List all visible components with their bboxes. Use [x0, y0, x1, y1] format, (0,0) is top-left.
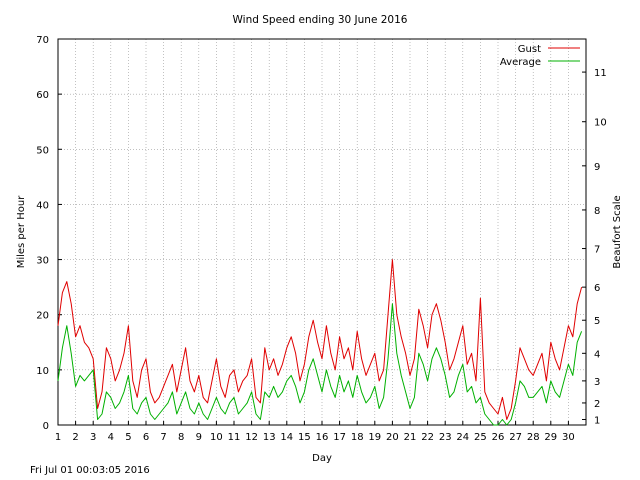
x-tick-label: 23: [439, 432, 452, 443]
x-tick-label: 9: [196, 432, 202, 443]
x-tick-label: 18: [351, 432, 364, 443]
y2-tick-label: 10: [594, 118, 607, 129]
y2-tick-label: 11: [594, 68, 607, 79]
y-tick-label: 0: [43, 421, 49, 432]
x-tick-label: 2: [72, 432, 78, 443]
x-tick-label: 25: [474, 432, 487, 443]
series-line-gust: [57, 259, 583, 420]
x-tick-label: 10: [210, 432, 223, 443]
x-tick-label: 4: [108, 432, 114, 443]
x-tick-label: 29: [544, 432, 557, 443]
x-tick-label: 19: [368, 432, 381, 443]
y2-tick-label: 2: [594, 399, 600, 410]
x-axis-label: Day: [312, 453, 332, 464]
x-tick-label: 16: [316, 432, 329, 443]
y2-axis-label: Beaufort Scale: [612, 195, 623, 268]
y2-tick-label: 4: [594, 349, 600, 360]
x-tick-label: 12: [245, 432, 258, 443]
legend-label-gust: Gust: [518, 44, 541, 55]
x-tick-label: 5: [125, 432, 131, 443]
x-tick-label: 30: [562, 432, 575, 443]
x-tick-label: 22: [421, 432, 434, 443]
x-tick-label: 21: [404, 432, 417, 443]
legend-label-average: Average: [500, 57, 541, 68]
y-tick-label: 40: [36, 200, 49, 211]
y2-tick-label: 1: [594, 415, 600, 426]
x-tick-label: 15: [298, 432, 311, 443]
x-tick-label: 17: [333, 432, 346, 443]
y2-tick-label: 7: [594, 245, 600, 256]
x-tick-label: 8: [178, 432, 184, 443]
y2-tick-label: 8: [594, 206, 600, 217]
x-tick-label: 20: [386, 432, 399, 443]
x-tick-label: 27: [509, 432, 522, 443]
x-tick-label: 24: [456, 432, 469, 443]
y2-tick-label: 6: [594, 283, 600, 294]
x-tick-label: 14: [280, 432, 293, 443]
legend: Gust Average: [500, 44, 580, 68]
y-tick-label: 20: [36, 311, 49, 322]
y-axis-label: Miles per Hour: [16, 195, 27, 268]
x-tick-label: 26: [492, 432, 505, 443]
y-tick-label: 50: [36, 145, 49, 156]
x-tick-label: 13: [263, 432, 276, 443]
x-tick-label: 6: [143, 432, 149, 443]
x-tick-label: 1: [55, 432, 61, 443]
x-tick-label: 28: [527, 432, 540, 443]
x-tick-label: 11: [228, 432, 241, 443]
series-layer: [57, 259, 583, 426]
y2-tick-label: 5: [594, 316, 600, 327]
y2-tick-label: 3: [594, 377, 600, 388]
x-tick-label: 3: [90, 432, 96, 443]
y-tick-label: 60: [36, 90, 49, 101]
y-tick-label: 70: [36, 35, 49, 46]
ticks-layer: 1 2 3 4 5 6 7 8 9 10 11 12 13 14 15 16 17 18 19 20 21 22 23 24 2…: [36, 35, 606, 443]
y-tick-label: 30: [36, 256, 49, 267]
grid-layer: [58, 39, 586, 425]
y2-tick-label: 9: [594, 162, 600, 173]
chart-title: Wind Speed ending 30 June 2016: [233, 14, 408, 26]
y-tick-label: 10: [36, 366, 49, 377]
generated-timestamp: Fri Jul 01 00:03:05 2016: [30, 465, 150, 476]
x-tick-label: 7: [160, 432, 166, 443]
series-line-average: [57, 303, 583, 426]
